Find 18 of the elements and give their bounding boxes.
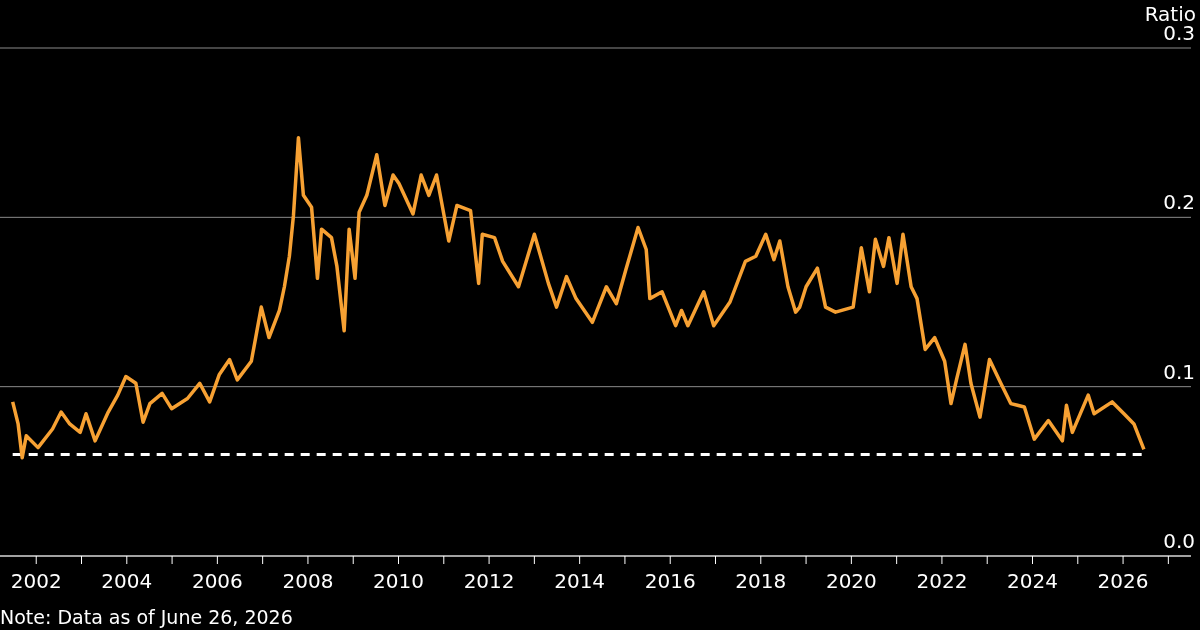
x-tick-label: 2002 <box>10 569 62 594</box>
y-tick-label: 0.1 <box>1163 359 1195 384</box>
x-tick-label: 2008 <box>282 569 334 594</box>
text: Note: Data as of June 26, 2026 <box>0 606 293 628</box>
x-tick-label: 2022 <box>916 569 968 594</box>
x-tick-label: 2010 <box>373 569 424 594</box>
x-tick-label: 2006 <box>191 569 243 594</box>
y-axis-title: Ratio <box>1144 2 1196 26</box>
y-tick-label: 0.0 <box>1163 529 1195 553</box>
x-tick-label: 2024 <box>1007 569 1058 594</box>
y-tick-label: 0.2 <box>1163 190 1195 215</box>
x-tick-label: 2016 <box>644 569 696 594</box>
x-tick-label: 2004 <box>101 569 153 594</box>
x-tick-label: 2026 <box>1097 569 1149 594</box>
x-tick-label: 2020 <box>825 569 877 594</box>
x-tick-label: 2012 <box>463 569 515 594</box>
x-tick-label: 2018 <box>735 569 787 594</box>
x-tick-label: 2014 <box>554 569 606 594</box>
